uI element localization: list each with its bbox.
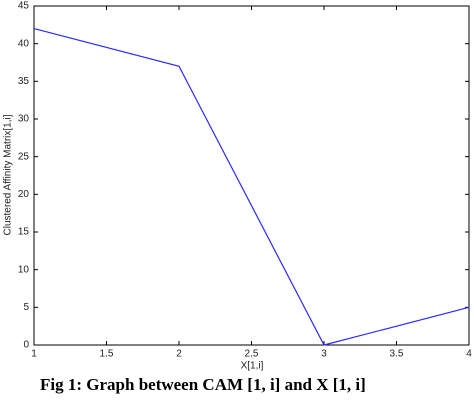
y-tick-label: 0 xyxy=(23,340,29,351)
x-tick-label: 3.5 xyxy=(390,349,404,360)
x-axis-label: X[1,i] xyxy=(241,361,264,372)
x-tick-label: 4 xyxy=(466,349,472,360)
y-tick-label: 20 xyxy=(18,189,30,200)
y-tick-label: 5 xyxy=(23,302,29,313)
plot-frame xyxy=(33,5,470,346)
y-tick-label: 25 xyxy=(18,151,30,162)
x-tick-label: 2.5 xyxy=(245,349,259,360)
y-tick-label: 15 xyxy=(18,227,30,238)
x-tick-label: 1 xyxy=(31,349,37,360)
x-tick-label: 2 xyxy=(176,349,182,360)
x-tick-label: 1.5 xyxy=(100,349,114,360)
y-tick-label: 35 xyxy=(18,76,30,87)
y-axis-label: Clustered Affinity Matrix[1,i] xyxy=(3,114,14,235)
y-tick-label: 30 xyxy=(18,114,30,125)
x-tick-label: 3 xyxy=(321,349,327,360)
caption: Fig 1: Graph between CAM [1, i] and X [1… xyxy=(40,375,366,394)
y-tick-label: 40 xyxy=(18,38,30,49)
data-line xyxy=(33,28,470,346)
y-tick-label: 10 xyxy=(18,264,30,275)
y-tick-label: 45 xyxy=(18,1,30,12)
